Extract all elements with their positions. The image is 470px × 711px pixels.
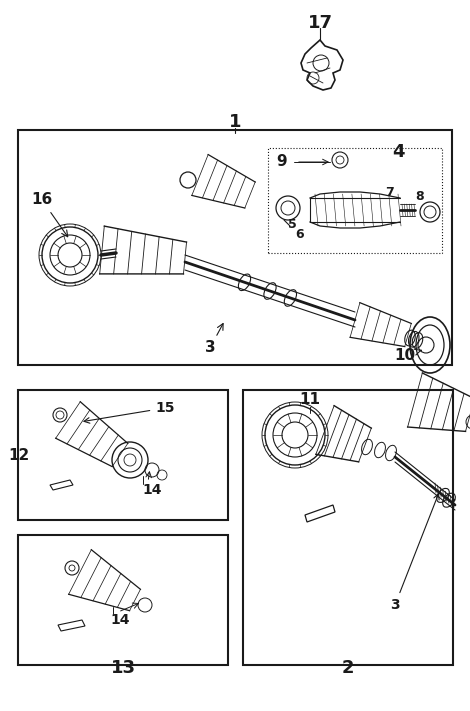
Text: 17: 17 bbox=[307, 14, 332, 32]
Text: 14: 14 bbox=[142, 483, 162, 497]
Text: 8: 8 bbox=[415, 190, 424, 203]
Bar bbox=[18, 130, 452, 365]
Text: 2: 2 bbox=[342, 659, 354, 677]
Text: 13: 13 bbox=[110, 659, 135, 677]
Bar bbox=[18, 390, 228, 520]
Text: 3: 3 bbox=[205, 324, 223, 356]
Text: 12: 12 bbox=[8, 447, 29, 462]
Text: 6: 6 bbox=[296, 228, 304, 242]
Text: 15: 15 bbox=[84, 401, 175, 423]
Bar bbox=[268, 148, 442, 253]
Text: 14: 14 bbox=[110, 613, 130, 627]
Text: 3: 3 bbox=[390, 493, 439, 612]
Text: 7: 7 bbox=[385, 186, 394, 198]
Bar bbox=[243, 390, 453, 665]
Text: 10: 10 bbox=[394, 348, 421, 363]
Text: 4: 4 bbox=[392, 143, 404, 161]
Bar bbox=[18, 535, 228, 665]
Text: 5: 5 bbox=[288, 218, 297, 232]
Text: 16: 16 bbox=[31, 193, 68, 237]
Text: 11: 11 bbox=[299, 392, 321, 407]
Text: 1: 1 bbox=[229, 113, 241, 131]
Text: 9: 9 bbox=[277, 154, 287, 169]
